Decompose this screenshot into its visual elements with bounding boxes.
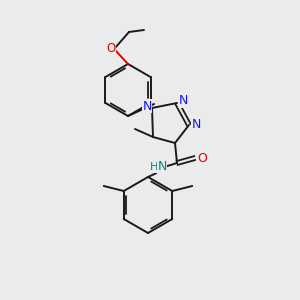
Text: N: N <box>157 160 167 173</box>
Text: N: N <box>191 118 201 131</box>
Text: O: O <box>106 43 116 56</box>
Text: H: H <box>150 162 158 172</box>
Text: N: N <box>178 94 188 107</box>
Text: O: O <box>197 152 207 164</box>
Text: N: N <box>142 100 152 112</box>
